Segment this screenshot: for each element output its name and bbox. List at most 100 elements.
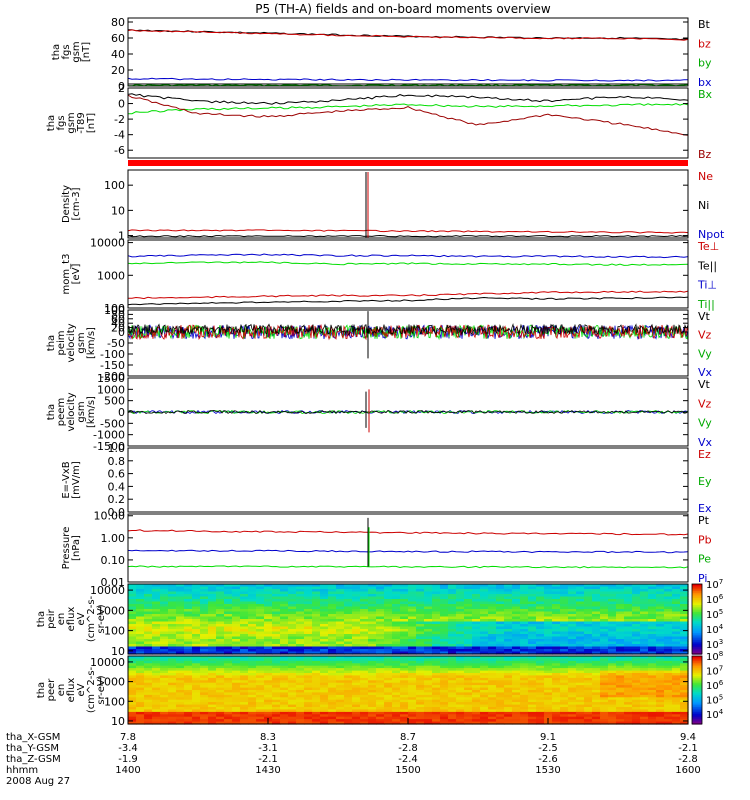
colorbar-segment <box>692 718 702 722</box>
spectrogram-cell <box>304 631 313 635</box>
spectrogram-cell <box>256 656 265 659</box>
spectrogram-cell <box>360 641 369 645</box>
spectrogram-cell <box>632 719 641 723</box>
spectrogram-cell <box>200 658 209 662</box>
spectrogram-cell <box>344 619 353 623</box>
spectrogram-cell <box>520 692 529 696</box>
spectrogram-cell <box>664 711 673 715</box>
spectrogram-cell <box>240 670 249 674</box>
spectrogram-cell <box>232 614 241 618</box>
spectrogram-cell <box>424 614 433 618</box>
spectrogram-cell <box>144 682 153 686</box>
spectrogram-cell <box>152 709 161 713</box>
spectrogram-cell <box>416 641 425 645</box>
spectrogram-cell <box>464 636 473 640</box>
spectrogram-cell <box>216 606 225 610</box>
spectrogram-cell <box>648 660 657 664</box>
spectrogram-cell <box>496 719 505 723</box>
spectrogram-cell <box>512 636 521 640</box>
spectrogram-cell <box>520 596 529 600</box>
spectrogram-cell <box>496 658 505 662</box>
spectrogram-cell <box>584 614 593 618</box>
spectrogram-cell <box>512 649 521 653</box>
spectrogram-cell <box>456 673 465 676</box>
spectrogram-cell <box>376 631 385 635</box>
spectrogram-cell <box>152 682 161 686</box>
spectrogram-cell <box>256 644 265 648</box>
spectrogram-cell <box>304 629 313 633</box>
spectrogram-cell <box>296 626 305 630</box>
spectrogram-cell <box>256 626 265 630</box>
spectrogram-cell <box>176 687 185 691</box>
spectrogram-cell <box>568 711 577 715</box>
spectrogram-cell <box>640 714 649 718</box>
spectrogram-cell <box>504 651 513 655</box>
spectrogram-cell <box>160 694 169 698</box>
spectrogram-cell <box>504 609 513 613</box>
spectrogram-cell <box>208 594 217 598</box>
spectrogram-cell <box>176 641 185 645</box>
spectrogram-cell <box>208 619 217 623</box>
spectrogram-cell <box>448 621 457 625</box>
y-tick-label: 0.6 <box>108 468 126 481</box>
spectrogram-cell <box>552 626 561 630</box>
spectrogram-cell <box>440 680 449 684</box>
spectrogram-cell <box>152 697 161 701</box>
spectrogram-cell <box>496 641 505 645</box>
spectrogram-cell <box>248 596 257 600</box>
spectrogram-cell <box>216 675 225 679</box>
spectrogram-cell <box>288 611 297 615</box>
spectrogram-cell <box>656 687 665 691</box>
spectrogram-cell <box>160 589 169 593</box>
spectrogram-cell <box>312 639 321 643</box>
spectrogram-cell <box>432 631 441 635</box>
spectrogram-cell <box>296 694 305 698</box>
spectrogram-cell <box>352 634 361 638</box>
spectrogram-cell <box>200 636 209 640</box>
spectrogram-cell <box>504 699 513 703</box>
spectrogram-cell <box>592 609 601 613</box>
spectrogram-cell <box>592 711 601 715</box>
spectrogram-cell <box>248 663 257 667</box>
spectrogram-cell <box>608 621 617 625</box>
spectrogram-cell <box>392 616 401 620</box>
spectrogram-cell <box>192 665 201 669</box>
pressure-spike-hidden <box>368 0 567 518</box>
spectrogram-cell <box>464 673 473 676</box>
spectrogram-cell <box>640 649 649 653</box>
spectrogram-cell <box>344 629 353 633</box>
spectrogram-cell <box>320 658 329 662</box>
spectrogram-cell <box>288 596 297 600</box>
spectrogram-cell <box>440 596 449 600</box>
spectrogram-cell <box>224 704 233 708</box>
spectrogram-cell <box>624 639 633 643</box>
colorbar-frame <box>691 655 703 725</box>
spectrogram-cell <box>304 680 313 684</box>
spectrogram-cell <box>360 660 369 664</box>
spectrogram-cell <box>528 699 537 703</box>
spectrogram-cell <box>184 589 193 593</box>
spectrogram-cell <box>136 614 145 618</box>
spectrogram-cell <box>232 616 241 620</box>
spectrogram-cell <box>472 694 481 698</box>
spectrogram-cell <box>400 599 409 603</box>
spectrogram-cell <box>296 660 305 664</box>
spectrogram-cell <box>472 682 481 686</box>
spectrogram-cell <box>248 644 257 648</box>
spectrogram-cell <box>648 719 657 723</box>
spectrogram-cell <box>208 702 217 706</box>
spectrogram-cell <box>552 601 561 605</box>
spectrogram-cell <box>472 680 481 684</box>
spectrogram-cell <box>336 668 345 672</box>
spectrogram-cell <box>448 626 457 630</box>
spectrogram-cell <box>504 660 513 664</box>
spectrogram-cell <box>560 677 569 681</box>
spectrogram-cell <box>480 596 489 600</box>
spectrogram-cell <box>560 692 569 696</box>
spectrogram-cell <box>560 702 569 706</box>
spectrogram-cell <box>632 636 641 640</box>
spectrogram-cell <box>376 604 385 608</box>
spectrogram-cell <box>240 596 249 600</box>
spectrogram-cell <box>400 589 409 593</box>
spectrogram-cell <box>144 616 153 620</box>
